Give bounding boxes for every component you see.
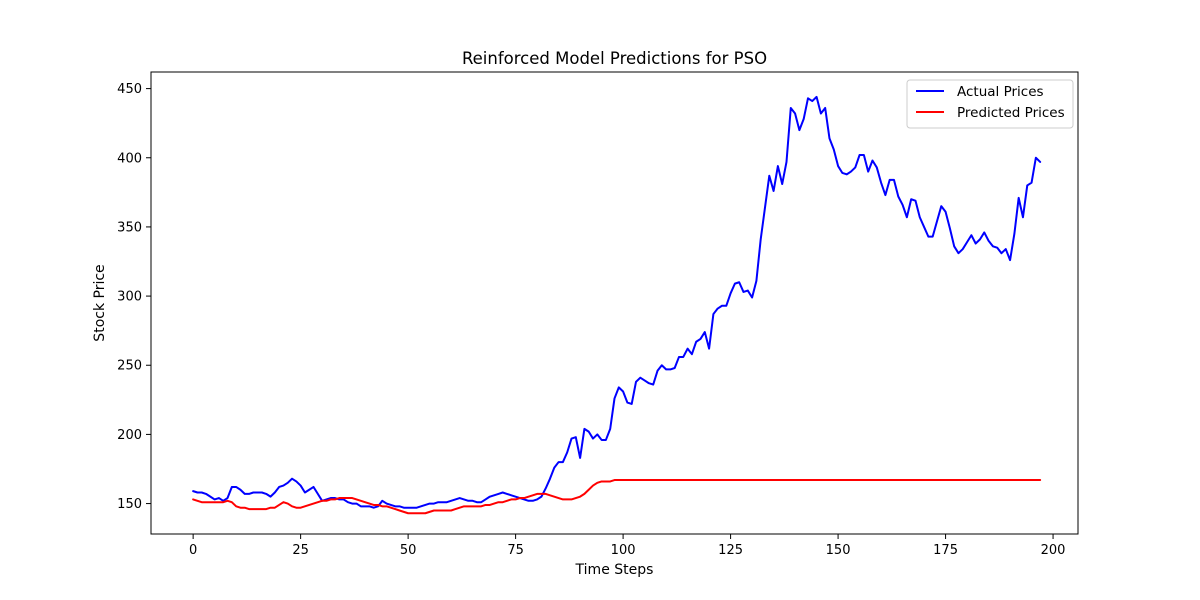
x-tick-label: 175 (933, 543, 958, 558)
x-tick-label: 0 (189, 543, 197, 558)
x-tick-label: 200 (1041, 543, 1066, 558)
x-tick-label: 125 (718, 543, 743, 558)
x-tick-label: 50 (400, 543, 417, 558)
x-tick-label: 25 (292, 543, 309, 558)
y-tick-label: 300 (117, 290, 142, 305)
series-layer (192, 95, 1042, 515)
y-tick-label: 400 (117, 151, 142, 166)
y-tick-label: 200 (117, 428, 142, 443)
plot-frame (150, 71, 1079, 535)
series-line-predicted-prices (192, 479, 1042, 515)
y-tick-label: 450 (117, 82, 142, 97)
y-tick-label: 150 (117, 497, 142, 512)
legend-box (906, 79, 1074, 129)
y-axis-title: Stock Price (92, 264, 108, 341)
y-tick-label: 250 (117, 359, 142, 374)
x-tick-label: 100 (611, 543, 636, 558)
x-tick-label: 75 (507, 543, 524, 558)
series-line-actual-prices (192, 95, 1042, 509)
chart-title: Reinforced Model Predictions for PSO (462, 49, 767, 68)
y-tick-label: 350 (117, 220, 142, 235)
legend: Actual Prices Predicted Prices (906, 79, 1074, 129)
y-axis: 150 200 250 300 350 400 450 (117, 82, 151, 512)
x-tick-label: 150 (826, 543, 851, 558)
x-axis-title: Time Steps (575, 562, 654, 578)
x-axis: 0 25 50 75 100 125 150 175 200 (189, 534, 1065, 558)
legend-label-predicted: Predicted Prices (957, 105, 1065, 121)
legend-label-actual: Actual Prices (957, 84, 1044, 100)
